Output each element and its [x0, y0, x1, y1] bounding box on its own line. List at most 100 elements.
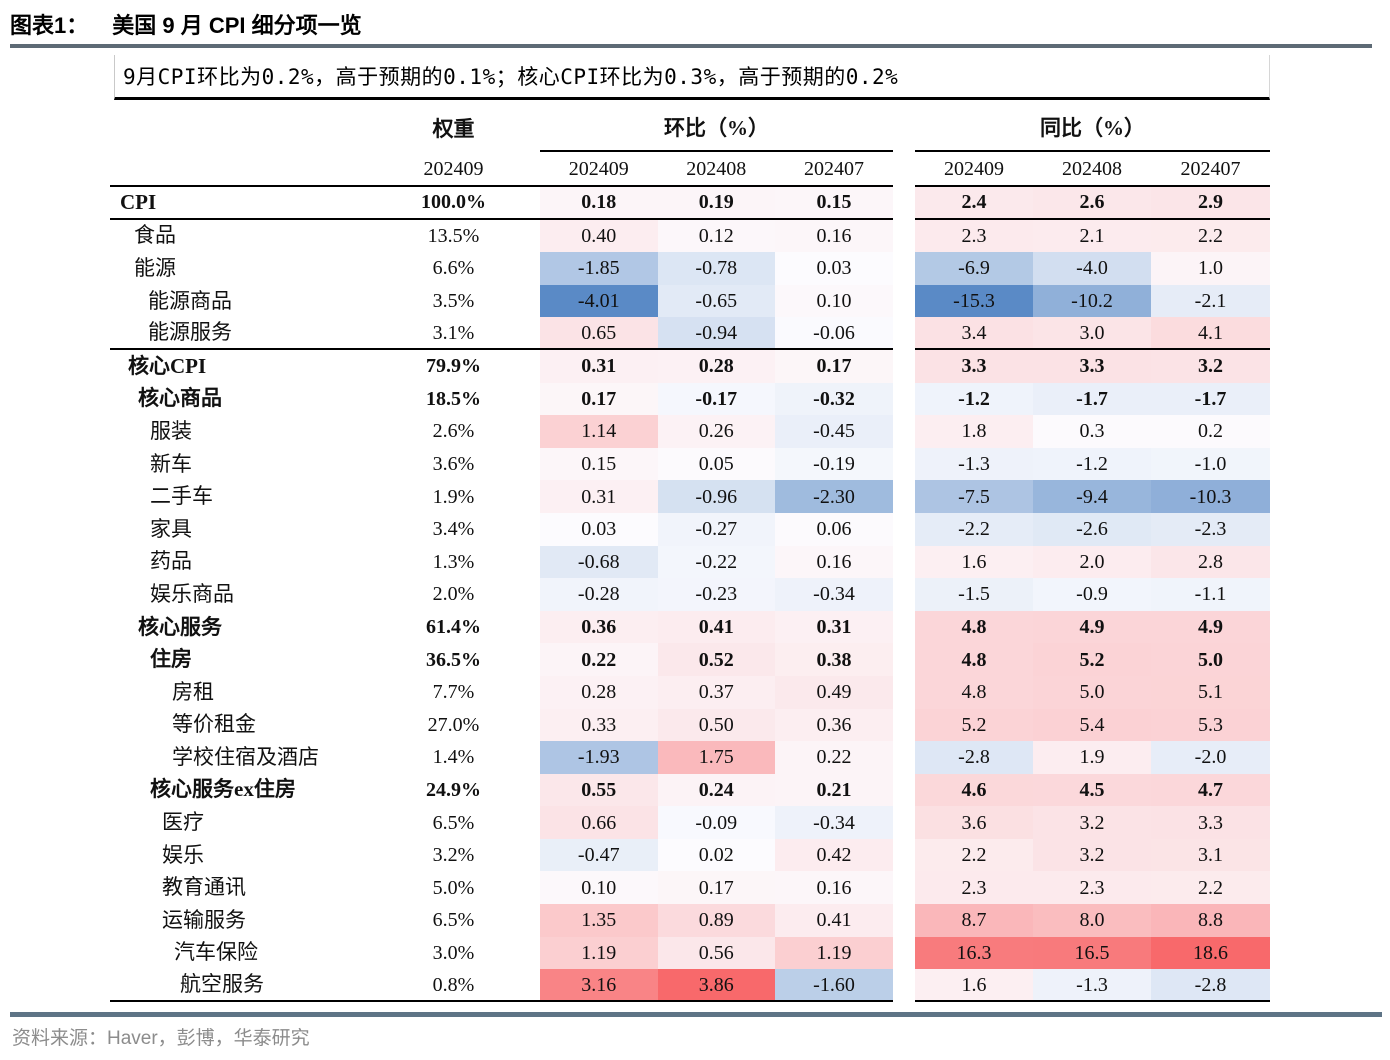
gap-cell: [893, 285, 915, 318]
header-gap: [893, 100, 915, 152]
mom-cell: 1.19: [540, 936, 658, 970]
mom-cell: 0.15: [540, 447, 658, 481]
source-note: 资料来源：Haver，彭博，华泰研究: [12, 1028, 310, 1049]
yoy-cell: -4.0: [1033, 252, 1151, 285]
mom-cell: -0.65: [657, 284, 775, 318]
figure-title: 美国 9 月 CPI 细分项一览: [112, 13, 362, 38]
yoy-cell: -6.9: [915, 252, 1033, 285]
table-subtitle: 9月CPI环比为0.2%，高于预期的0.1%；核心CPI环比为0.3%，高于预期…: [114, 55, 1270, 100]
yoy-cell: 4.8: [915, 675, 1033, 709]
row-label: 航空服务: [110, 969, 405, 1002]
gap-cell: [893, 676, 915, 709]
mom-cell: 0.55: [540, 773, 658, 807]
subheader-spacer: [110, 152, 405, 187]
yoy-cell: 5.1: [1151, 675, 1270, 709]
mom-cell: 0.41: [775, 904, 893, 937]
mom-cell: 0.50: [657, 708, 775, 742]
row-label: 医疗: [162, 810, 204, 835]
mom-cell: 0.56: [657, 936, 775, 970]
yoy-cell: 3.2: [1151, 349, 1270, 383]
subheader-yoy-period: 202407: [1151, 152, 1270, 187]
yoy-cell: 5.0: [1151, 643, 1270, 676]
mom-cell: 0.12: [657, 219, 775, 253]
mom-cell: -0.17: [657, 382, 775, 416]
mom-cell: -0.68: [540, 545, 658, 579]
mom-cell: 0.41: [657, 610, 775, 644]
mom-cell: 3.16: [540, 969, 658, 1002]
mom-cell: -1.60: [775, 969, 893, 1002]
yoy-cell: -1.0: [1151, 447, 1270, 481]
gap-cell: [893, 415, 915, 448]
weight-cell: 6.6%: [432, 257, 475, 280]
mom-cell: -0.23: [657, 578, 775, 611]
mom-cell: 1.35: [540, 904, 658, 937]
yoy-cell: 3.4: [915, 317, 1033, 350]
yoy-cell: -1.1: [1151, 578, 1270, 611]
mom-cell: -0.34: [775, 578, 893, 611]
yoy-cell: 3.2: [1033, 838, 1151, 872]
mom-cell: 0.05: [657, 447, 775, 481]
yoy-cell: 2.4: [915, 187, 1033, 220]
mom-cell: -0.22: [657, 545, 775, 579]
row-label: 核心服务ex住房: [150, 777, 296, 802]
mom-cell: 0.28: [657, 349, 775, 383]
yoy-cell: 5.2: [915, 708, 1033, 742]
yoy-cell: -2.8: [1151, 969, 1270, 1002]
row-label: 核心服务: [138, 614, 222, 639]
mom-cell: 1.14: [540, 415, 658, 448]
gap-cell: [893, 546, 915, 579]
yoy-cell: 0.3: [1033, 415, 1151, 448]
mom-cell: 0.03: [775, 252, 893, 285]
gap-cell: [893, 317, 915, 350]
mom-cell: 0.66: [540, 806, 658, 839]
yoy-cell: 1.9: [1033, 741, 1151, 774]
figure-tag: 图表1：: [10, 13, 89, 38]
yoy-cell: -2.3: [1151, 512, 1270, 546]
mom-cell: 0.31: [540, 480, 658, 513]
subheader-mom-period: 202408: [657, 152, 775, 187]
header-spacer: [110, 100, 405, 152]
yoy-cell: 5.4: [1033, 708, 1151, 742]
row-label: 服装: [150, 418, 192, 443]
mom-cell: 0.16: [775, 545, 893, 579]
yoy-cell: 4.8: [915, 643, 1033, 676]
mom-cell: -0.45: [775, 415, 893, 448]
weight-cell: 13.5%: [427, 224, 480, 247]
yoy-cell: -1.2: [1033, 447, 1151, 481]
gap-cell: [893, 383, 915, 416]
yoy-cell: -1.7: [1151, 382, 1270, 416]
mom-cell: -0.28: [540, 578, 658, 611]
yoy-cell: 2.3: [1033, 871, 1151, 905]
weight-cell: 79.9%: [426, 355, 481, 378]
subheader-yoy-period: 202409: [915, 152, 1033, 187]
yoy-cell: 2.2: [1151, 871, 1270, 905]
header-weight: 权重: [432, 116, 475, 141]
mom-cell: 0.10: [775, 284, 893, 318]
yoy-cell: 16.5: [1033, 936, 1151, 970]
weight-cell: 2.0%: [432, 583, 475, 606]
mom-cell: 0.26: [657, 415, 775, 448]
cpi-table: 权重 环比（%） 同比（%） 202409 202409 202408 2024…: [110, 100, 1270, 1002]
yoy-cell: -1.3: [915, 447, 1033, 481]
weight-cell: 1.4%: [432, 746, 475, 769]
yoy-cell: 4.9: [1033, 610, 1151, 644]
weight-cell: 3.4%: [432, 518, 475, 541]
gap-cell: [893, 513, 915, 546]
weight-cell: 61.4%: [426, 616, 481, 639]
row-label: 核心商品: [138, 386, 222, 411]
gap-cell: [893, 904, 915, 937]
mom-cell: 0.52: [657, 643, 775, 676]
yoy-cell: 2.8: [1151, 545, 1270, 579]
weight-cell: 36.5%: [426, 648, 481, 671]
title-divider: [10, 44, 1372, 48]
yoy-cell: 5.0: [1033, 675, 1151, 709]
weight-cell: 0.8%: [405, 969, 540, 1002]
yoy-cell: 3.0: [1033, 317, 1151, 350]
mom-cell: 0.17: [775, 349, 893, 383]
yoy-cell: 3.3: [1151, 806, 1270, 839]
yoy-cell: 3.6: [915, 806, 1033, 839]
gap-cell: [893, 937, 915, 970]
mom-cell: 0.36: [540, 610, 658, 644]
yoy-cell: 3.2: [1033, 806, 1151, 839]
